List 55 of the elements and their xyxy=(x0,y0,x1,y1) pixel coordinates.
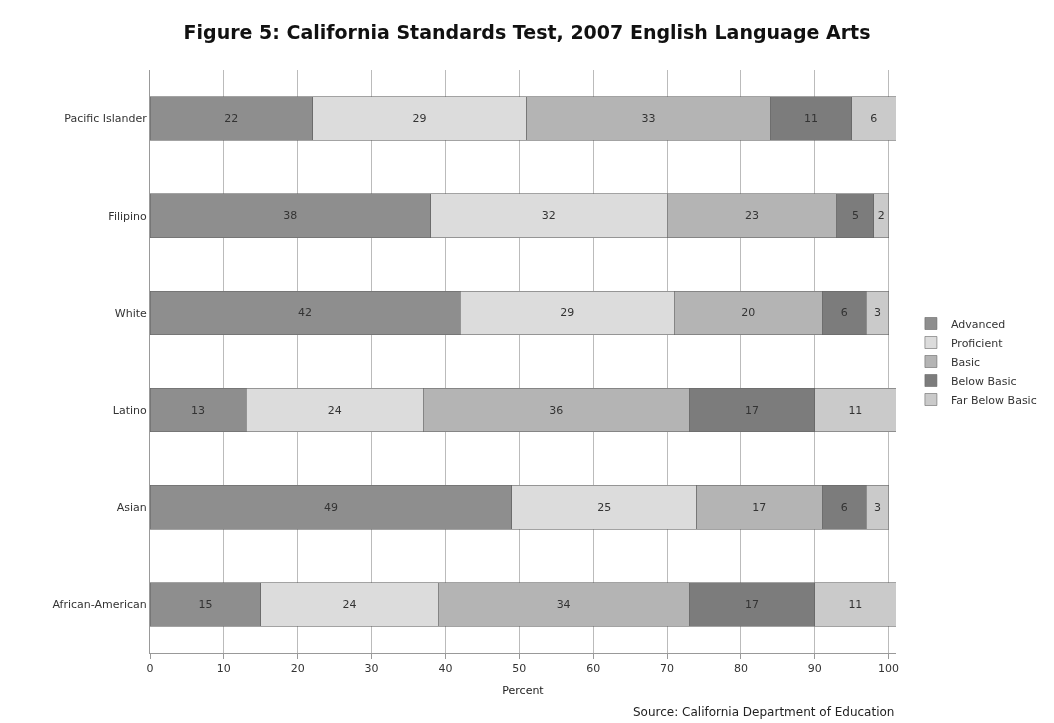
data-label: 11 xyxy=(848,403,863,417)
data-label: 6 xyxy=(840,306,848,320)
x-tick-label: 80 xyxy=(733,662,748,676)
data-label: 17 xyxy=(752,500,767,514)
y-tick-label: African-American xyxy=(52,598,147,612)
x-tick-label: 0 xyxy=(146,662,154,676)
y-tick-label: Latino xyxy=(112,403,148,417)
legend-label: Far Below Basic xyxy=(950,393,1037,407)
data-label: 34 xyxy=(556,597,571,611)
data-label: 17 xyxy=(744,403,759,417)
x-tick-label: 70 xyxy=(660,662,675,676)
data-label: 29 xyxy=(412,112,427,126)
legend-label: Advanced xyxy=(950,317,1006,331)
data-label: 25 xyxy=(597,500,612,514)
x-tick-label: 90 xyxy=(807,662,822,676)
data-label: 17 xyxy=(744,597,759,611)
data-label: 6 xyxy=(870,112,878,126)
y-tick-label: White xyxy=(114,306,148,320)
source-note: Source: California Department of Education xyxy=(633,705,895,719)
y-tick-label: Asian xyxy=(116,501,147,515)
data-label: 2 xyxy=(877,209,885,223)
data-label: 29 xyxy=(560,306,575,320)
data-label: 3 xyxy=(874,306,882,320)
x-tick-label: 60 xyxy=(586,662,601,676)
data-label: 24 xyxy=(327,403,342,417)
x-tick-label: 40 xyxy=(438,662,453,676)
y-tick-label: Pacific Islander xyxy=(64,112,148,126)
x-axis-title: Percent xyxy=(502,684,545,698)
data-label: 6 xyxy=(840,500,848,514)
y-tick-label: Filipino xyxy=(108,209,148,223)
x-tick-label: 30 xyxy=(364,662,379,676)
x-tick-label: 100 xyxy=(878,662,900,676)
x-tick-label: 50 xyxy=(512,662,527,676)
data-label: 22 xyxy=(224,112,239,126)
data-label: 49 xyxy=(323,500,338,514)
data-label: 13 xyxy=(191,403,206,417)
x-tick-label: 10 xyxy=(216,662,231,676)
data-label: 23 xyxy=(744,209,759,223)
data-label: 24 xyxy=(342,597,357,611)
legend-label: Below Basic xyxy=(950,374,1017,388)
data-label: 38 xyxy=(283,209,298,223)
data-label: 11 xyxy=(804,112,819,126)
legend-label: Basic xyxy=(950,355,981,369)
data-label: 11 xyxy=(848,597,863,611)
data-label: 20 xyxy=(741,306,756,320)
legend-label: Proficient xyxy=(950,336,1004,350)
chart-title: Figure 5: California Standards Test, 2007 English Language Arts xyxy=(183,20,871,43)
data-label: 32 xyxy=(541,209,556,223)
x-tick-label: 20 xyxy=(290,662,305,676)
data-label: 5 xyxy=(851,209,859,223)
data-label: 33 xyxy=(641,112,656,126)
data-label: 3 xyxy=(874,500,882,514)
data-label: 15 xyxy=(198,597,213,611)
data-label: 36 xyxy=(549,403,564,417)
data-label: 42 xyxy=(298,306,313,320)
